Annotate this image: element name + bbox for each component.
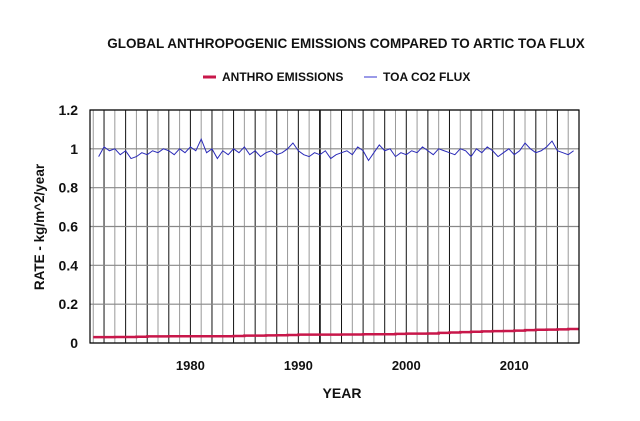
x-tick-label: 1980 — [176, 358, 205, 373]
x-tick-label: 2000 — [392, 358, 421, 373]
x-axis-label: YEAR — [323, 385, 362, 401]
legend: ANTHRO EMISSIONS TOA CO2 FLUX — [203, 70, 470, 84]
x-tick-label: 2010 — [500, 358, 529, 373]
chart-title: GLOBAL ANTHROPOGENIC EMISSIONS COMPARED … — [107, 36, 585, 51]
series-line-toa-co2-flux — [98, 137, 574, 162]
y-tick-label: 0 — [70, 335, 78, 351]
grid — [90, 109, 579, 344]
series-line-anthro-emissions — [93, 327, 579, 339]
y-tick-label: 1 — [70, 141, 78, 157]
legend-label-toa: TOA CO2 FLUX — [383, 70, 470, 84]
x-tick-labels: 1980 1990 2000 2010 — [176, 358, 529, 373]
legend-label-anthro: ANTHRO EMISSIONS — [222, 70, 343, 84]
x-tick-label: 1990 — [284, 358, 313, 373]
y-tick-labels: 0 0.2 0.4 0.6 0.8 1 1.2 — [59, 102, 79, 351]
series — [93, 137, 579, 339]
y-tick-label: 1.2 — [59, 102, 79, 118]
y-tick-label: 0.4 — [59, 257, 79, 273]
plot-frame — [89, 109, 580, 344]
y-axis-label: RATE - kg/m^2/year — [32, 163, 47, 290]
y-tick-label: 0.8 — [59, 180, 79, 196]
y-tick-label: 0.2 — [59, 296, 79, 312]
y-tick-label: 0.6 — [59, 219, 79, 235]
